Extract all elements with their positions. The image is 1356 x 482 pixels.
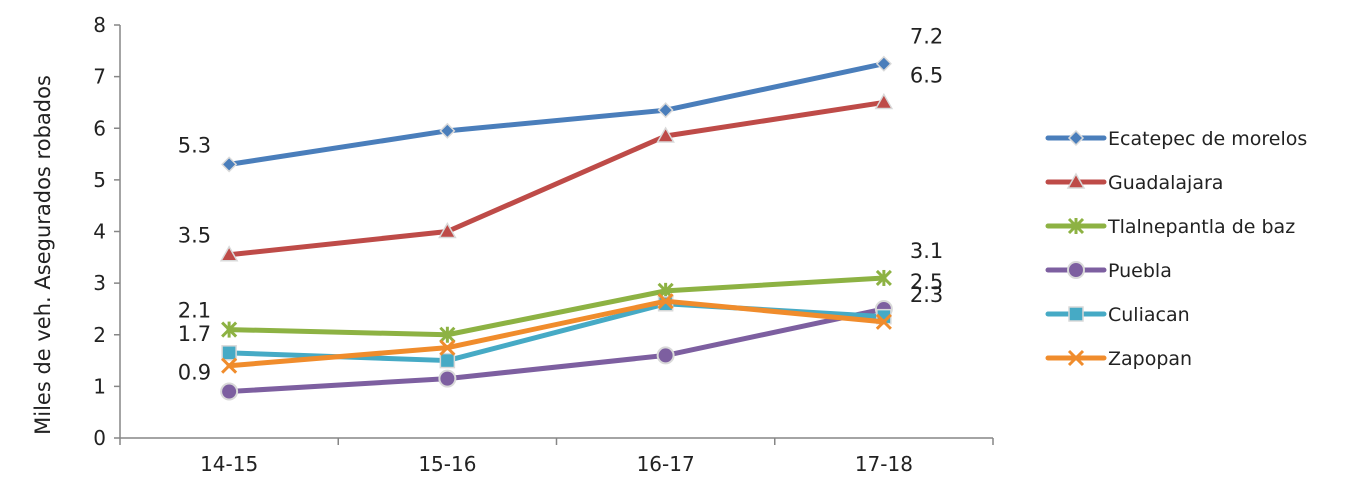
- x-tick-label: 16-17: [637, 452, 695, 476]
- chart-series: [219, 55, 894, 401]
- data-label: 1.7: [178, 322, 211, 346]
- series-3: [220, 299, 893, 401]
- data-point: [220, 382, 239, 401]
- data-label: 6.5: [910, 63, 943, 87]
- series-line: [226, 99, 887, 258]
- legend-item: Culiacan: [1045, 304, 1190, 326]
- legend-label: Ecatepec de morelos: [1108, 128, 1307, 150]
- data-point: [875, 269, 892, 287]
- chart-data-labels: 5.3 7.2 3.5 6.5 2.1 3.1 1.7 0.9 2.52.3: [178, 25, 944, 385]
- data-point: [221, 156, 238, 173]
- y-tick-label: 2: [93, 323, 106, 347]
- legend-label: Tlalnepantla de baz: [1107, 216, 1295, 238]
- data-label: 3.5: [178, 224, 211, 248]
- data-point: [221, 345, 237, 361]
- chart-axes: 0 1 2 3 4 5 6 7 8 14-15 15-16 16-17 17-18: [93, 13, 994, 476]
- series-line: [226, 275, 887, 338]
- chart-legend: Ecatepec de morelos Guadalajara Tlalnepant…: [1045, 128, 1307, 370]
- legend-item: Tlalnepantla de baz: [1045, 216, 1295, 238]
- legend-label: Puebla: [1108, 260, 1172, 282]
- legend-item: Zapopan: [1045, 348, 1192, 370]
- data-point: [875, 313, 892, 330]
- data-point: [439, 326, 456, 343]
- legend-marker: [1068, 306, 1084, 322]
- series-line: [226, 298, 887, 369]
- legend-marker: [1067, 261, 1085, 279]
- legend-marker: [1067, 129, 1085, 147]
- x-tick-label: 17-18: [855, 452, 913, 476]
- y-tick-label: 7: [93, 65, 106, 89]
- data-label: 2.3: [910, 283, 943, 307]
- data-label: 5.3: [178, 133, 211, 157]
- y-tick-label: 6: [93, 116, 106, 140]
- data-label: 3.1: [910, 239, 943, 263]
- data-point: [875, 55, 892, 72]
- data-point: [439, 339, 456, 356]
- y-tick-label: 4: [93, 220, 106, 244]
- legend-item: Guadalajara: [1045, 172, 1223, 194]
- series-2: [221, 269, 892, 343]
- y-tick-label: 5: [93, 168, 106, 192]
- data-point: [439, 352, 456, 369]
- data-point: [657, 293, 674, 310]
- data-point: [656, 126, 675, 143]
- legend-marker: [1066, 172, 1086, 189]
- data-label: 7.2: [910, 25, 943, 49]
- data-label: 2.1: [178, 299, 211, 323]
- y-tick-label: 3: [93, 271, 106, 295]
- legend-item: Ecatepec de morelos: [1045, 128, 1307, 150]
- legend-label: Zapopan: [1108, 348, 1192, 370]
- legend-item: Puebla: [1045, 260, 1172, 282]
- data-point: [221, 357, 238, 374]
- legend-marker: [1067, 217, 1085, 235]
- series-line: [226, 306, 887, 395]
- x-tick-label: 15-16: [418, 452, 476, 476]
- y-tick-label: 8: [93, 13, 106, 37]
- data-point: [439, 122, 456, 139]
- y-tick-label: 1: [93, 374, 106, 398]
- data-point: [874, 92, 894, 110]
- data-point: [657, 102, 674, 119]
- series-5: [221, 293, 892, 374]
- legend-label: Culiacan: [1108, 304, 1190, 326]
- series-0: [221, 55, 892, 173]
- x-tick-label: 14-15: [200, 452, 258, 476]
- data-label: 0.9: [178, 361, 211, 385]
- data-point: [656, 346, 675, 365]
- data-point: [438, 369, 457, 388]
- series-1: [219, 92, 894, 262]
- y-tick-label: 0: [93, 426, 106, 450]
- data-point: [221, 321, 238, 338]
- legend-label: Guadalajara: [1108, 172, 1223, 194]
- data-label: 2.5: [910, 270, 943, 294]
- y-axis-title: Miles de veh. Asegurados robados: [31, 75, 55, 435]
- data-point: [219, 245, 239, 262]
- series-line: [226, 61, 887, 167]
- legend-marker: [1067, 349, 1085, 367]
- data-point: [438, 221, 457, 239]
